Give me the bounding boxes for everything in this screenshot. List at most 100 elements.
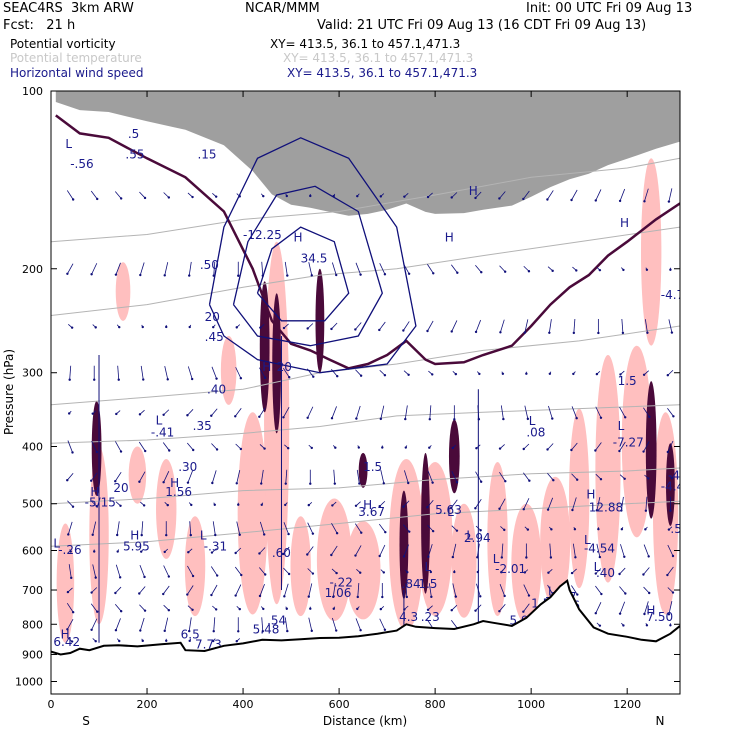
wind-vector-head xyxy=(359,273,362,276)
wind-vector-head xyxy=(165,533,168,537)
wind-vector-head xyxy=(623,477,626,480)
wind-vector-head xyxy=(71,451,74,454)
wind-vector-head xyxy=(332,595,335,599)
wind-vector xyxy=(501,543,504,558)
wind-vector xyxy=(331,522,338,534)
wind-vector-head xyxy=(190,503,193,507)
wind-vector xyxy=(162,585,170,595)
pv-positive-area xyxy=(290,516,311,617)
wind-vector xyxy=(307,406,314,418)
wind-vector xyxy=(571,585,578,595)
wind-vector xyxy=(524,405,529,419)
contour-label: L xyxy=(594,560,601,574)
wind-vector-head xyxy=(383,628,387,631)
wind-vector xyxy=(500,405,504,420)
pv-positive-area xyxy=(115,262,131,321)
wind-vector-head xyxy=(309,482,312,485)
contour-label: 1.5 xyxy=(363,460,382,474)
contour-label: 20 xyxy=(205,310,220,324)
wind-vector-head xyxy=(624,592,627,595)
y-axis-label: Pressure (hPa) xyxy=(2,349,16,435)
contour-label: .45 xyxy=(205,330,224,344)
wind-vector-head xyxy=(240,573,243,577)
wind-vector xyxy=(163,409,170,416)
wind-vector xyxy=(428,583,432,597)
wind-vector-head xyxy=(142,378,145,381)
wind-vector xyxy=(307,568,314,574)
wind-vector-head xyxy=(190,377,194,381)
wind-vector-head xyxy=(309,607,312,610)
wind-vector-head xyxy=(307,503,310,507)
wind-vector-head xyxy=(378,328,381,332)
wind-vector-head xyxy=(455,529,459,532)
wind-vector-head xyxy=(283,595,286,598)
pv-positive-area xyxy=(237,412,268,615)
contour-label: .54 xyxy=(267,613,286,627)
wind-vector-head xyxy=(284,503,287,507)
wind-vector-head xyxy=(212,639,215,643)
contour-label: H xyxy=(262,360,271,374)
wind-vector-head xyxy=(212,274,215,277)
wind-vector xyxy=(213,261,216,276)
wind-vector xyxy=(404,470,409,484)
wind-vector-head xyxy=(546,198,549,201)
wind-vector xyxy=(162,442,170,451)
wind-vector xyxy=(379,500,386,507)
wind-vector xyxy=(67,521,73,535)
theta-contour xyxy=(51,500,680,547)
wind-vector-head xyxy=(306,553,309,556)
wind-vector xyxy=(668,601,673,615)
wind-vector-head xyxy=(118,325,121,329)
plot-frame xyxy=(50,90,681,695)
wind-vector xyxy=(404,405,408,420)
wind-vector-head xyxy=(359,628,362,632)
wind-vector xyxy=(284,617,288,632)
wind-vector-head xyxy=(648,415,651,418)
wind-vector xyxy=(92,564,97,578)
wind-vector xyxy=(69,365,72,380)
wind-vector-head xyxy=(282,416,285,419)
wind-vector-head xyxy=(548,331,551,334)
wind-vector-head xyxy=(647,555,650,558)
wind-vector xyxy=(114,471,122,482)
wind-vector-head xyxy=(502,417,505,421)
wind-vector-head xyxy=(70,640,74,643)
wind-vector xyxy=(596,497,601,511)
wind-vector xyxy=(139,604,146,611)
wind-vector-head xyxy=(310,629,313,633)
wind-vector xyxy=(139,191,146,199)
wind-vector-head xyxy=(503,270,507,273)
wind-vector xyxy=(427,470,433,483)
wind-vector xyxy=(187,470,193,483)
contour-label: -.56 xyxy=(70,157,93,171)
terrain-fill xyxy=(51,580,680,694)
wind-vector-head xyxy=(403,195,406,198)
wind-vector-head xyxy=(475,447,478,450)
pv-positive-area xyxy=(56,523,75,643)
wind-vector-head xyxy=(378,554,381,558)
contour-label: .84 xyxy=(402,577,421,591)
wind-vector-head xyxy=(235,640,238,643)
contour-label: L xyxy=(156,413,163,427)
wind-vector-head xyxy=(70,576,73,580)
wind-vector-head xyxy=(163,274,166,277)
wind-vector-head xyxy=(667,528,671,531)
wind-vector-head xyxy=(143,609,147,612)
pv-positive-area xyxy=(128,446,147,504)
wind-vector-head xyxy=(642,450,645,453)
contour-label: 1.5 xyxy=(618,374,637,388)
wind-vector-head xyxy=(213,503,216,506)
wind-vector xyxy=(187,366,193,380)
wind-vector-head xyxy=(450,196,453,199)
wind-vector-head xyxy=(284,482,287,485)
wind-vector xyxy=(547,190,554,200)
theta-contour xyxy=(51,404,680,444)
stratosphere-shading xyxy=(55,91,680,216)
wind-vector xyxy=(571,473,578,480)
wind-vector xyxy=(357,583,360,598)
wind-vector-head xyxy=(379,607,383,611)
pv-high-core xyxy=(358,452,368,488)
wind-vector xyxy=(595,473,602,480)
contour-label: .60 xyxy=(272,546,291,560)
wind-vector-head xyxy=(116,550,119,553)
